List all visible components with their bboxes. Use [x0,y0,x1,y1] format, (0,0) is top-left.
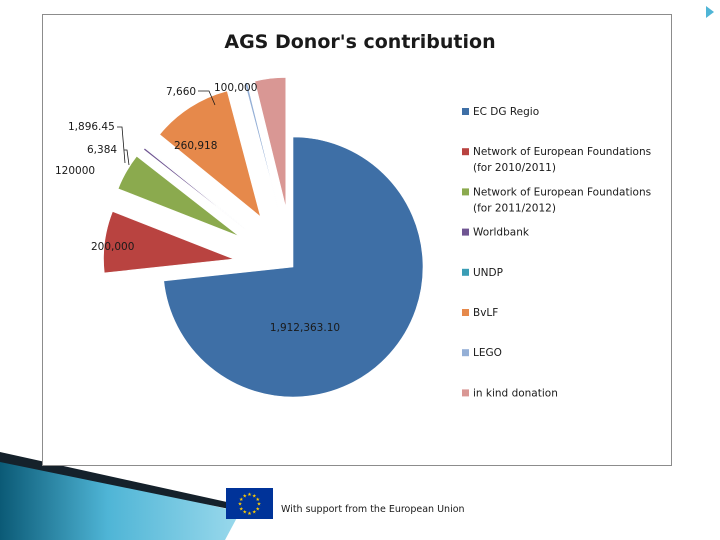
legend-label-7: LEGO [473,347,502,359]
pie-slice-8 [254,77,287,208]
eu-flag-background [226,488,273,519]
eu-star-icon: ★ [247,492,252,498]
legend-label-2-line-1: Network of European Foundations [473,146,651,158]
data-label-6: 260,918 [174,140,217,152]
pie-slice-6 [159,90,261,218]
leader-line-4 [124,149,130,166]
data-label-7: 7,660 [166,86,196,98]
legend-swatch-3 [462,188,469,196]
legend-label-6: BvLF [473,307,498,319]
data-label-4: 6,384 [87,144,117,156]
legend-swatch-4 [462,228,469,236]
legend-label-3-line-1: Network of European Foundations [473,186,651,198]
pie-slice-2 [103,211,234,274]
dark-swoosh [0,452,245,512]
eu-star-icon: ★ [247,511,252,517]
eu-star-icon: ★ [238,502,243,508]
eu-star-icon: ★ [239,506,244,512]
legend-swatch-8 [462,389,469,397]
pie-slice-4 [143,147,247,230]
leader-line-7 [198,90,216,106]
legend-swatch-7 [462,349,469,357]
pie-slice-5 [144,146,247,230]
bullet-arrow-icon [706,6,714,18]
teal-swoosh [0,456,240,540]
legend-swatch-5 [462,268,469,276]
data-label-2: 200,000 [91,241,134,253]
data-label-3: 120000 [55,165,95,177]
eu-star-icon: ★ [252,510,257,516]
legend-label-1: EC DG Regio [473,106,539,118]
data-labels: 1,912,363.10 200,000 120000 6,384 1,896.45 26… [55,82,340,334]
data-label-1: 1,912,363.10 [270,322,340,334]
pie-chart: AGS Donor's contribution 1,912,363.10 200… [55,31,651,399]
eu-star-icon: ★ [257,502,262,508]
label-connectors [117,90,216,166]
eu-star-icon: ★ [255,497,260,503]
pie-slice-1 [163,136,424,398]
pie-slice-3 [117,155,240,237]
eu-star-icon: ★ [243,510,248,516]
legend-label-3-line-2: (for 2011/2012) [473,202,556,214]
legend-swatch-6 [462,309,469,316]
legend: EC DG Regio Network of European Foundatio… [462,106,651,399]
eu-star-icon: ★ [255,506,260,512]
eu-star-icon: ★ [243,493,248,499]
legend-swatch-2 [462,148,469,156]
chart-title: AGS Donor's contribution [224,31,495,53]
legend-label-5: UNDP [473,267,503,279]
eu-flag-icon: ★ ★★★★★★★★★★★ [226,488,273,519]
chart-area: AGS Donor's contribution 1,912,363.10 200… [42,14,672,466]
pie-slice-7 [244,82,279,209]
data-label-5: 1,896.45 [68,121,115,133]
eu-star-icon: ★ [239,497,244,503]
legend-label-4: Worldbank [473,227,530,239]
eu-support-caption: With support from the European Union [281,504,465,515]
eu-star-icon: ★ [252,493,257,499]
legend-swatch-1 [462,108,469,115]
legend-label-2-line-2: (for 2010/2011) [473,162,556,174]
leader-line-5 [117,126,126,164]
pie-slices [103,77,424,398]
legend-label-8: in kind donation [473,387,558,399]
data-label-8: 100,000 [214,82,257,94]
